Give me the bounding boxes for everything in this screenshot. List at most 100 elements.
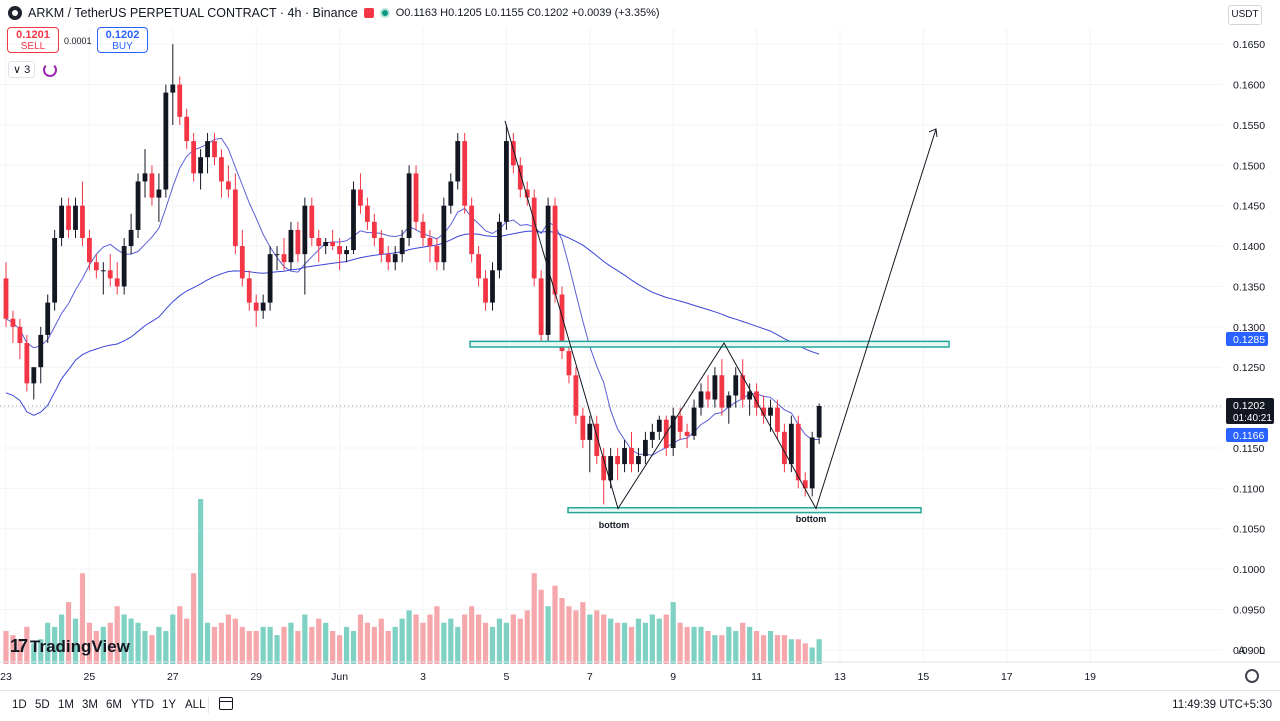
candle-body [45, 302, 51, 335]
candle-body [483, 278, 488, 303]
volume-bar [462, 614, 468, 664]
volume-bar [698, 626, 704, 664]
volume-bar [330, 631, 336, 664]
range-1y[interactable]: 1Y [162, 699, 177, 711]
sell-price: 0.1201 [16, 29, 50, 41]
volume-bar [288, 622, 294, 664]
volume-bar [86, 622, 92, 664]
volume-bar [385, 631, 391, 664]
refresh-icon[interactable] [43, 62, 58, 77]
price-chart[interactable]: bottom bottom 0.1650 0.1600 0.1550 0.1500 0.1… [0, 0, 1280, 690]
x-tick-label: 17 [1001, 671, 1013, 683]
candle-body [87, 237, 92, 263]
range-1m[interactable]: 1M [58, 699, 74, 711]
volume-bar [524, 610, 530, 664]
y-tick-label: 0.0900 [1233, 645, 1265, 657]
candle-body [399, 237, 405, 255]
symbol-logo-icon [8, 6, 22, 20]
volume-bar [232, 618, 238, 664]
volume-bar [323, 622, 329, 664]
candle-body [643, 439, 648, 457]
volume-bar [239, 626, 245, 664]
ma-slow-line [5, 230, 820, 416]
volume-bar [482, 622, 489, 664]
currency-selector[interactable]: USDT [1228, 5, 1262, 25]
buy-price: 0.1202 [105, 29, 140, 41]
volume-bar [580, 602, 586, 664]
clock-readout[interactable]: 11:49:39 UTC+5:30 [1172, 699, 1272, 711]
support-zone [567, 506, 922, 514]
candle-body [135, 181, 141, 230]
candle-body [38, 334, 44, 368]
candle-body [580, 415, 586, 440]
volume-bar [371, 626, 377, 664]
buy-button[interactable]: 0.1202 BUY [97, 27, 148, 53]
candle-body [73, 205, 78, 230]
x-tick-label: Jun [331, 671, 348, 683]
candle-body [497, 221, 502, 271]
symbol-title[interactable]: ARKM / TetherUS PERPETUAL CONTRACT · 4h … [28, 6, 358, 20]
tradingview-logo[interactable]: 17 TradingView [10, 636, 130, 657]
x-tick-label: 25 [84, 671, 96, 683]
y-tick-label: 0.1550 [1233, 120, 1265, 132]
volume-bar [79, 573, 86, 664]
volume-bar [364, 622, 370, 664]
volume-bar [469, 606, 475, 664]
candle-body [100, 270, 106, 272]
candle-body [246, 278, 252, 303]
candle-body [594, 423, 600, 457]
candle-body [219, 157, 224, 182]
candle-body [608, 456, 614, 481]
volume-bar [65, 602, 72, 664]
indicators-toggle[interactable]: ∨ 3 [8, 61, 36, 78]
range-ytd[interactable]: YTD [131, 699, 154, 711]
candle-body [775, 407, 780, 432]
settings-gear-icon[interactable] [1245, 669, 1259, 683]
volume-bar [427, 614, 433, 664]
candle-body [427, 237, 433, 247]
volume-bar [795, 639, 801, 664]
volume-bar [211, 626, 218, 664]
range-3m[interactable]: 3M [82, 699, 98, 711]
volume-bar [434, 606, 440, 664]
flag-icon[interactable] [363, 8, 374, 18]
candle-body [420, 221, 426, 238]
candle-body [754, 391, 759, 408]
candle-body [413, 173, 419, 222]
calendar-icon[interactable] [219, 697, 233, 710]
candle-body [253, 302, 259, 311]
candle-body [733, 375, 739, 396]
volume-bar [3, 631, 9, 664]
y-tick-label: 0.1650 [1233, 39, 1265, 51]
ma-price-value: 0.1166 [1233, 430, 1264, 442]
sell-button[interactable]: 0.1201 SELL [7, 27, 59, 53]
volume-bar [733, 631, 739, 664]
candle-body [205, 141, 210, 158]
range-6m[interactable]: 6M [106, 699, 122, 711]
volume-bar [253, 631, 259, 664]
volume-bar [517, 618, 523, 664]
range-all[interactable]: ALL [185, 699, 206, 711]
range-1d[interactable]: 1D [12, 699, 27, 711]
volume-bar [316, 618, 322, 664]
volume-bar [413, 614, 419, 664]
y-tick-label: 0.1500 [1233, 160, 1265, 172]
y-tick-label: 0.1000 [1233, 564, 1265, 576]
volume-bar [121, 614, 127, 664]
candle-body [274, 254, 280, 256]
range-5d[interactable]: 5D [35, 699, 50, 711]
ma-price-value: 0.1285 [1233, 334, 1265, 346]
candle-body [441, 205, 447, 263]
auto-scale-button[interactable]: A [1238, 645, 1246, 657]
candle-body [768, 407, 773, 416]
volume-bar [642, 622, 648, 664]
candle-body [232, 189, 238, 247]
volume-bar [621, 622, 628, 664]
tradingview-wordmark: TradingView [30, 636, 130, 656]
volume-bar [455, 626, 461, 664]
x-tick-label: 19 [1084, 671, 1096, 683]
candle-body [788, 423, 794, 465]
candle-body [226, 181, 231, 190]
log-scale-button[interactable]: L [1259, 645, 1266, 657]
volume-bar [399, 618, 405, 664]
